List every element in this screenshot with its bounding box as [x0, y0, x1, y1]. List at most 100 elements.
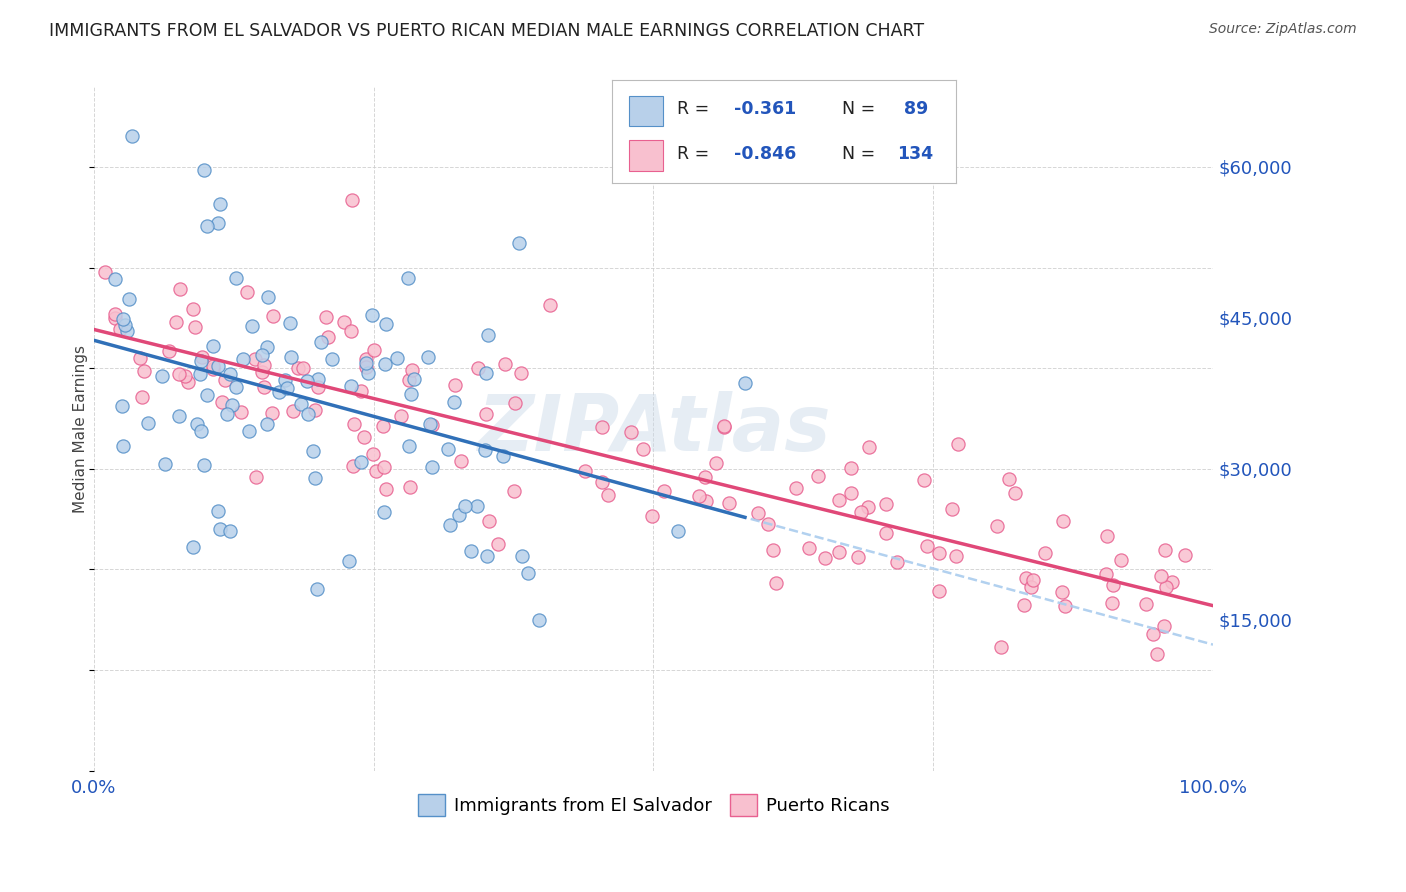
Point: [527, 613, 550, 627]
Point: [467, 500, 489, 514]
Point: [276, 381, 298, 395]
Point: [422, 418, 444, 433]
Point: [136, 417, 159, 431]
Point: [371, 418, 394, 433]
Point: [111, 399, 134, 413]
Point: [1101, 597, 1123, 611]
Point: [190, 353, 212, 368]
Point: [875, 497, 897, 511]
Point: [946, 437, 969, 451]
Point: [167, 367, 190, 381]
Point: [385, 351, 408, 366]
Point: [191, 350, 214, 364]
Point: [195, 219, 218, 233]
Point: [652, 483, 675, 498]
Point: [181, 302, 204, 317]
Point: [631, 442, 654, 456]
Point: [1014, 598, 1036, 612]
Point: [478, 514, 501, 528]
Point: [211, 394, 233, 409]
Point: [361, 447, 384, 461]
Point: [398, 480, 420, 494]
Point: [354, 352, 377, 367]
Point: [177, 375, 200, 389]
Point: [186, 417, 208, 432]
Point: [396, 271, 419, 285]
Point: [389, 409, 412, 423]
Point: [827, 493, 849, 508]
Point: [250, 366, 273, 380]
Point: [437, 442, 460, 456]
Point: [402, 372, 425, 386]
Point: [915, 539, 938, 553]
Point: [475, 407, 498, 421]
Point: [193, 458, 215, 472]
Text: 89: 89: [897, 100, 928, 118]
Point: [115, 324, 138, 338]
Point: [283, 404, 305, 418]
Point: [214, 373, 236, 387]
Point: [231, 404, 253, 418]
Point: [350, 454, 373, 468]
Point: [307, 372, 329, 386]
Point: [713, 419, 735, 434]
Point: [169, 282, 191, 296]
Point: [374, 357, 396, 371]
Point: [1150, 569, 1173, 583]
Point: [986, 519, 1008, 533]
Point: [307, 380, 329, 394]
Point: [253, 358, 276, 372]
Point: [450, 453, 472, 467]
Point: [422, 459, 444, 474]
Point: [373, 459, 395, 474]
Point: [364, 464, 387, 478]
Point: [321, 351, 343, 366]
Point: [108, 322, 131, 336]
Point: [202, 359, 225, 374]
Text: -0.846: -0.846: [734, 145, 796, 163]
Y-axis label: Median Male Earnings: Median Male Earnings: [73, 344, 89, 513]
Point: [704, 456, 727, 470]
Point: [104, 271, 127, 285]
Point: [167, 409, 190, 423]
Point: [112, 311, 135, 326]
Point: [1021, 574, 1043, 588]
Point: [260, 406, 283, 420]
Point: [475, 549, 498, 563]
Point: [374, 317, 396, 331]
Point: [129, 351, 152, 365]
Point: [207, 504, 229, 518]
Point: [849, 505, 872, 519]
Point: [797, 541, 820, 556]
Point: [416, 350, 439, 364]
Point: [207, 216, 229, 230]
Point: [467, 361, 489, 376]
Point: [350, 384, 373, 399]
Point: [1033, 546, 1056, 560]
Point: [340, 324, 363, 338]
Point: [218, 368, 240, 382]
Point: [713, 420, 735, 434]
Point: [503, 483, 526, 498]
Text: -0.361: -0.361: [734, 100, 796, 118]
Point: [762, 543, 785, 558]
Point: [307, 582, 329, 596]
Point: [1004, 486, 1026, 500]
Point: [215, 407, 238, 421]
Point: [235, 285, 257, 300]
Point: [357, 366, 380, 380]
Point: [221, 398, 243, 412]
Point: [238, 424, 260, 438]
Point: [257, 290, 280, 304]
Point: [131, 391, 153, 405]
Point: [875, 526, 897, 541]
Point: [856, 500, 879, 515]
Text: R =: R =: [678, 100, 714, 118]
Point: [503, 396, 526, 410]
Point: [225, 271, 247, 285]
Point: [166, 315, 188, 329]
Point: [1153, 618, 1175, 632]
Point: [839, 486, 862, 500]
Point: [245, 469, 267, 483]
Point: [353, 430, 375, 444]
